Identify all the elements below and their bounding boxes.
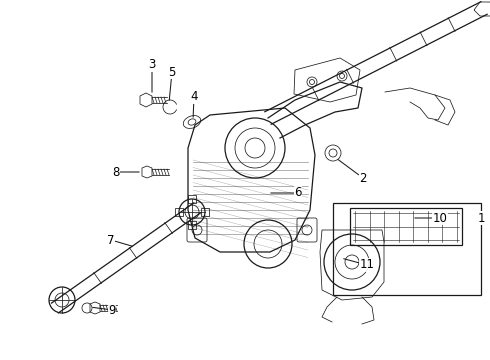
Text: 1: 1: [477, 211, 485, 225]
Text: 2: 2: [338, 159, 367, 184]
Text: 3: 3: [148, 58, 156, 92]
Text: 11: 11: [343, 258, 374, 271]
Text: 9: 9: [93, 303, 116, 316]
Text: 5: 5: [168, 66, 176, 100]
Text: 4: 4: [190, 90, 198, 117]
Text: 7: 7: [107, 234, 132, 247]
Text: 8: 8: [112, 166, 139, 179]
Text: 6: 6: [271, 186, 302, 199]
Text: 10: 10: [415, 211, 447, 225]
